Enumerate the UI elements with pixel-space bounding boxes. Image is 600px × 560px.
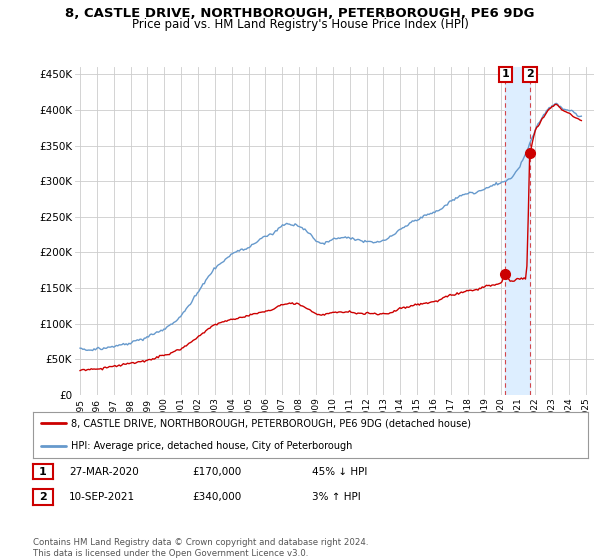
- Bar: [505, 67, 530, 395]
- Text: 1: 1: [39, 466, 47, 477]
- Text: 45% ↓ HPI: 45% ↓ HPI: [312, 466, 367, 477]
- Text: £170,000: £170,000: [192, 466, 241, 477]
- Text: 8, CASTLE DRIVE, NORTHBOROUGH, PETERBOROUGH, PE6 9DG (detached house): 8, CASTLE DRIVE, NORTHBOROUGH, PETERBORO…: [71, 418, 471, 428]
- Text: 8, CASTLE DRIVE, NORTHBOROUGH, PETERBOROUGH, PE6 9DG: 8, CASTLE DRIVE, NORTHBOROUGH, PETERBORO…: [65, 7, 535, 20]
- Text: HPI: Average price, detached house, City of Peterborough: HPI: Average price, detached house, City…: [71, 441, 352, 451]
- Text: 2: 2: [526, 69, 534, 80]
- Text: 10-SEP-2021: 10-SEP-2021: [69, 492, 135, 502]
- Text: 27-MAR-2020: 27-MAR-2020: [69, 466, 139, 477]
- Text: 3% ↑ HPI: 3% ↑ HPI: [312, 492, 361, 502]
- Text: Contains HM Land Registry data © Crown copyright and database right 2024.
This d: Contains HM Land Registry data © Crown c…: [33, 538, 368, 558]
- Text: £340,000: £340,000: [192, 492, 241, 502]
- Text: 2: 2: [39, 492, 47, 502]
- Text: 1: 1: [502, 69, 509, 80]
- Text: Price paid vs. HM Land Registry's House Price Index (HPI): Price paid vs. HM Land Registry's House …: [131, 18, 469, 31]
